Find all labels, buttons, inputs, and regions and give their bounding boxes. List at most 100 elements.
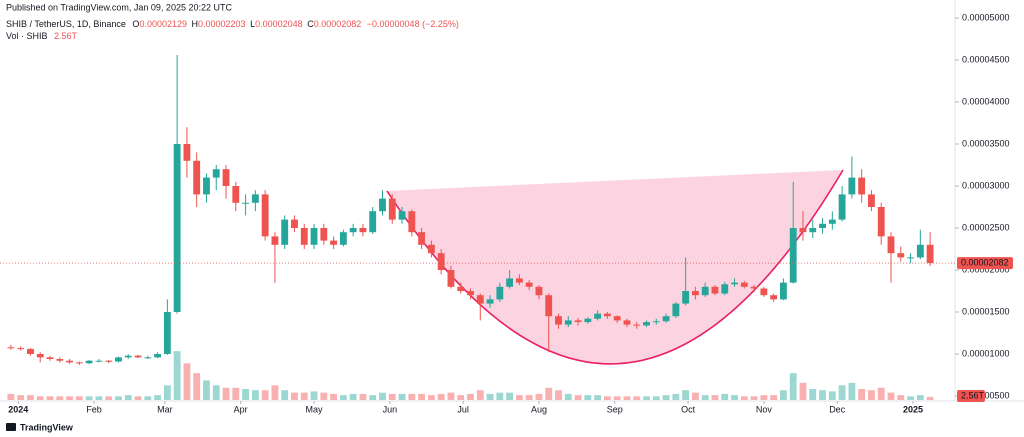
volume-bar [291,392,298,400]
candle-body [115,357,122,362]
volume-bar [75,396,83,400]
volume-bar [349,393,357,400]
candle-body [46,357,54,360]
volume-bar [261,390,269,400]
volume-bar [173,351,181,400]
volume-bar [515,395,523,400]
volume-bar [760,395,768,400]
candle-body [27,348,34,354]
last-price-label: 0.00002082 [961,257,1009,267]
volume-bar [408,393,416,400]
candle-body [320,228,328,241]
low-value: 0.00002048 [255,19,303,29]
candle-body [613,316,621,321]
volume-bar [574,395,582,400]
volume-bar [437,393,445,400]
candle-body [330,240,338,245]
candle-body [750,286,758,289]
candle-body [828,219,836,224]
x-tick-label: Aug [531,404,547,414]
candle-body [398,211,406,220]
candle-body [594,313,602,319]
volume-bar [672,393,680,400]
volume-bar [750,396,758,400]
candle-body [300,228,308,245]
volume-bar [251,390,259,400]
volume-bar [447,392,455,400]
candle-body [427,244,435,254]
y-tick-label: 0.00002500 [962,222,1010,232]
candle-body [251,194,259,203]
candle-body [643,322,650,326]
candle-body [232,186,240,203]
volume-bar [496,392,504,400]
y-tick-label: 0.00002000 [962,264,1010,274]
volume-bar [682,390,690,400]
volume-bar [379,392,386,400]
close-key: C [307,19,314,29]
x-tick-label: Dec [829,404,846,414]
volume-bar [467,393,474,400]
volume-bar [652,396,660,400]
candle-body [144,357,152,359]
volume-bar [711,395,719,400]
volume-bar [388,393,396,400]
candle-body [36,354,44,358]
candle-body [584,318,592,323]
volume-bar [144,396,152,400]
candle-body [721,284,729,294]
volume-bar [819,390,826,400]
candle-body [388,198,396,220]
volume-bar [271,385,279,400]
candle-body [437,253,445,270]
y-tick-label: 0.00000500 [962,390,1010,400]
candle-body [858,177,866,195]
close-value: 0.00002082 [314,19,362,29]
volume-bar [564,393,572,400]
volume-bar [594,395,602,400]
volume-bar [535,393,543,400]
candle-body [173,144,181,312]
candle-body [682,291,690,304]
y-tick-label: 0.00001000 [962,348,1010,358]
candle-body [418,232,426,245]
candle-body [467,291,474,296]
volume-bar [623,396,631,400]
volume-bar [897,395,905,400]
x-tick-label: Mar [157,404,173,414]
candle-body [105,360,113,362]
volume-bar [916,395,924,400]
volume-bar [242,389,250,400]
x-tick-label: Nov [756,404,773,414]
y-tick-label: 0.00003500 [962,138,1010,148]
volume-bar [789,373,797,400]
candle-body [75,362,83,364]
volume-bar [183,363,191,400]
volume-bar [56,396,64,400]
candle-body [281,219,289,245]
footer-text: TradingView [20,422,74,432]
volume-bar [310,391,318,400]
volume-bar [525,395,533,400]
candle-body [291,219,298,228]
high-value: 0.00002203 [198,19,246,29]
candle-body [731,282,738,285]
high-key: H [192,19,199,29]
volume-bar [545,387,553,400]
volume-bar [154,395,161,400]
volume-bar [643,396,650,400]
candle-body [926,244,934,264]
volume-bar [281,390,289,400]
change: −0.00000048 (−2.25%) [367,19,459,29]
candle-body [339,232,347,245]
volume-bar [339,395,347,400]
x-tick-label: May [306,404,324,414]
candle-body [349,228,357,233]
open-key: O [132,19,139,29]
x-tick-label: Oct [681,404,696,414]
x-tick-label: Apr [234,404,248,414]
volume-bar [603,396,611,400]
candle-body [369,211,377,233]
